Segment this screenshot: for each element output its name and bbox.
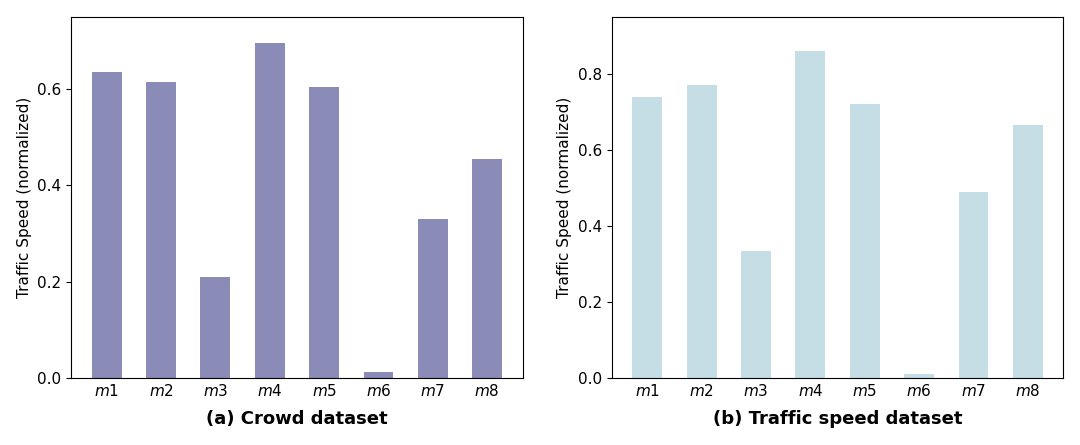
Y-axis label: Traffic Speed (normalized): Traffic Speed (normalized) xyxy=(557,97,572,298)
Bar xyxy=(741,251,771,378)
Bar xyxy=(418,219,448,378)
Bar xyxy=(1013,125,1043,378)
Bar xyxy=(687,85,717,378)
Bar xyxy=(850,104,880,378)
Bar xyxy=(472,159,502,378)
Bar xyxy=(364,372,393,378)
Bar xyxy=(633,97,662,378)
X-axis label: (a) Crowd dataset: (a) Crowd dataset xyxy=(206,410,388,429)
Bar xyxy=(92,72,122,378)
Y-axis label: Traffic Speed (normalized): Traffic Speed (normalized) xyxy=(16,97,31,298)
Bar xyxy=(904,374,934,378)
X-axis label: (b) Traffic speed dataset: (b) Traffic speed dataset xyxy=(713,410,962,429)
Bar xyxy=(201,277,230,378)
Bar xyxy=(309,87,339,378)
Bar xyxy=(255,43,285,378)
Bar xyxy=(146,82,176,378)
Bar xyxy=(796,51,825,378)
Bar xyxy=(959,192,988,378)
